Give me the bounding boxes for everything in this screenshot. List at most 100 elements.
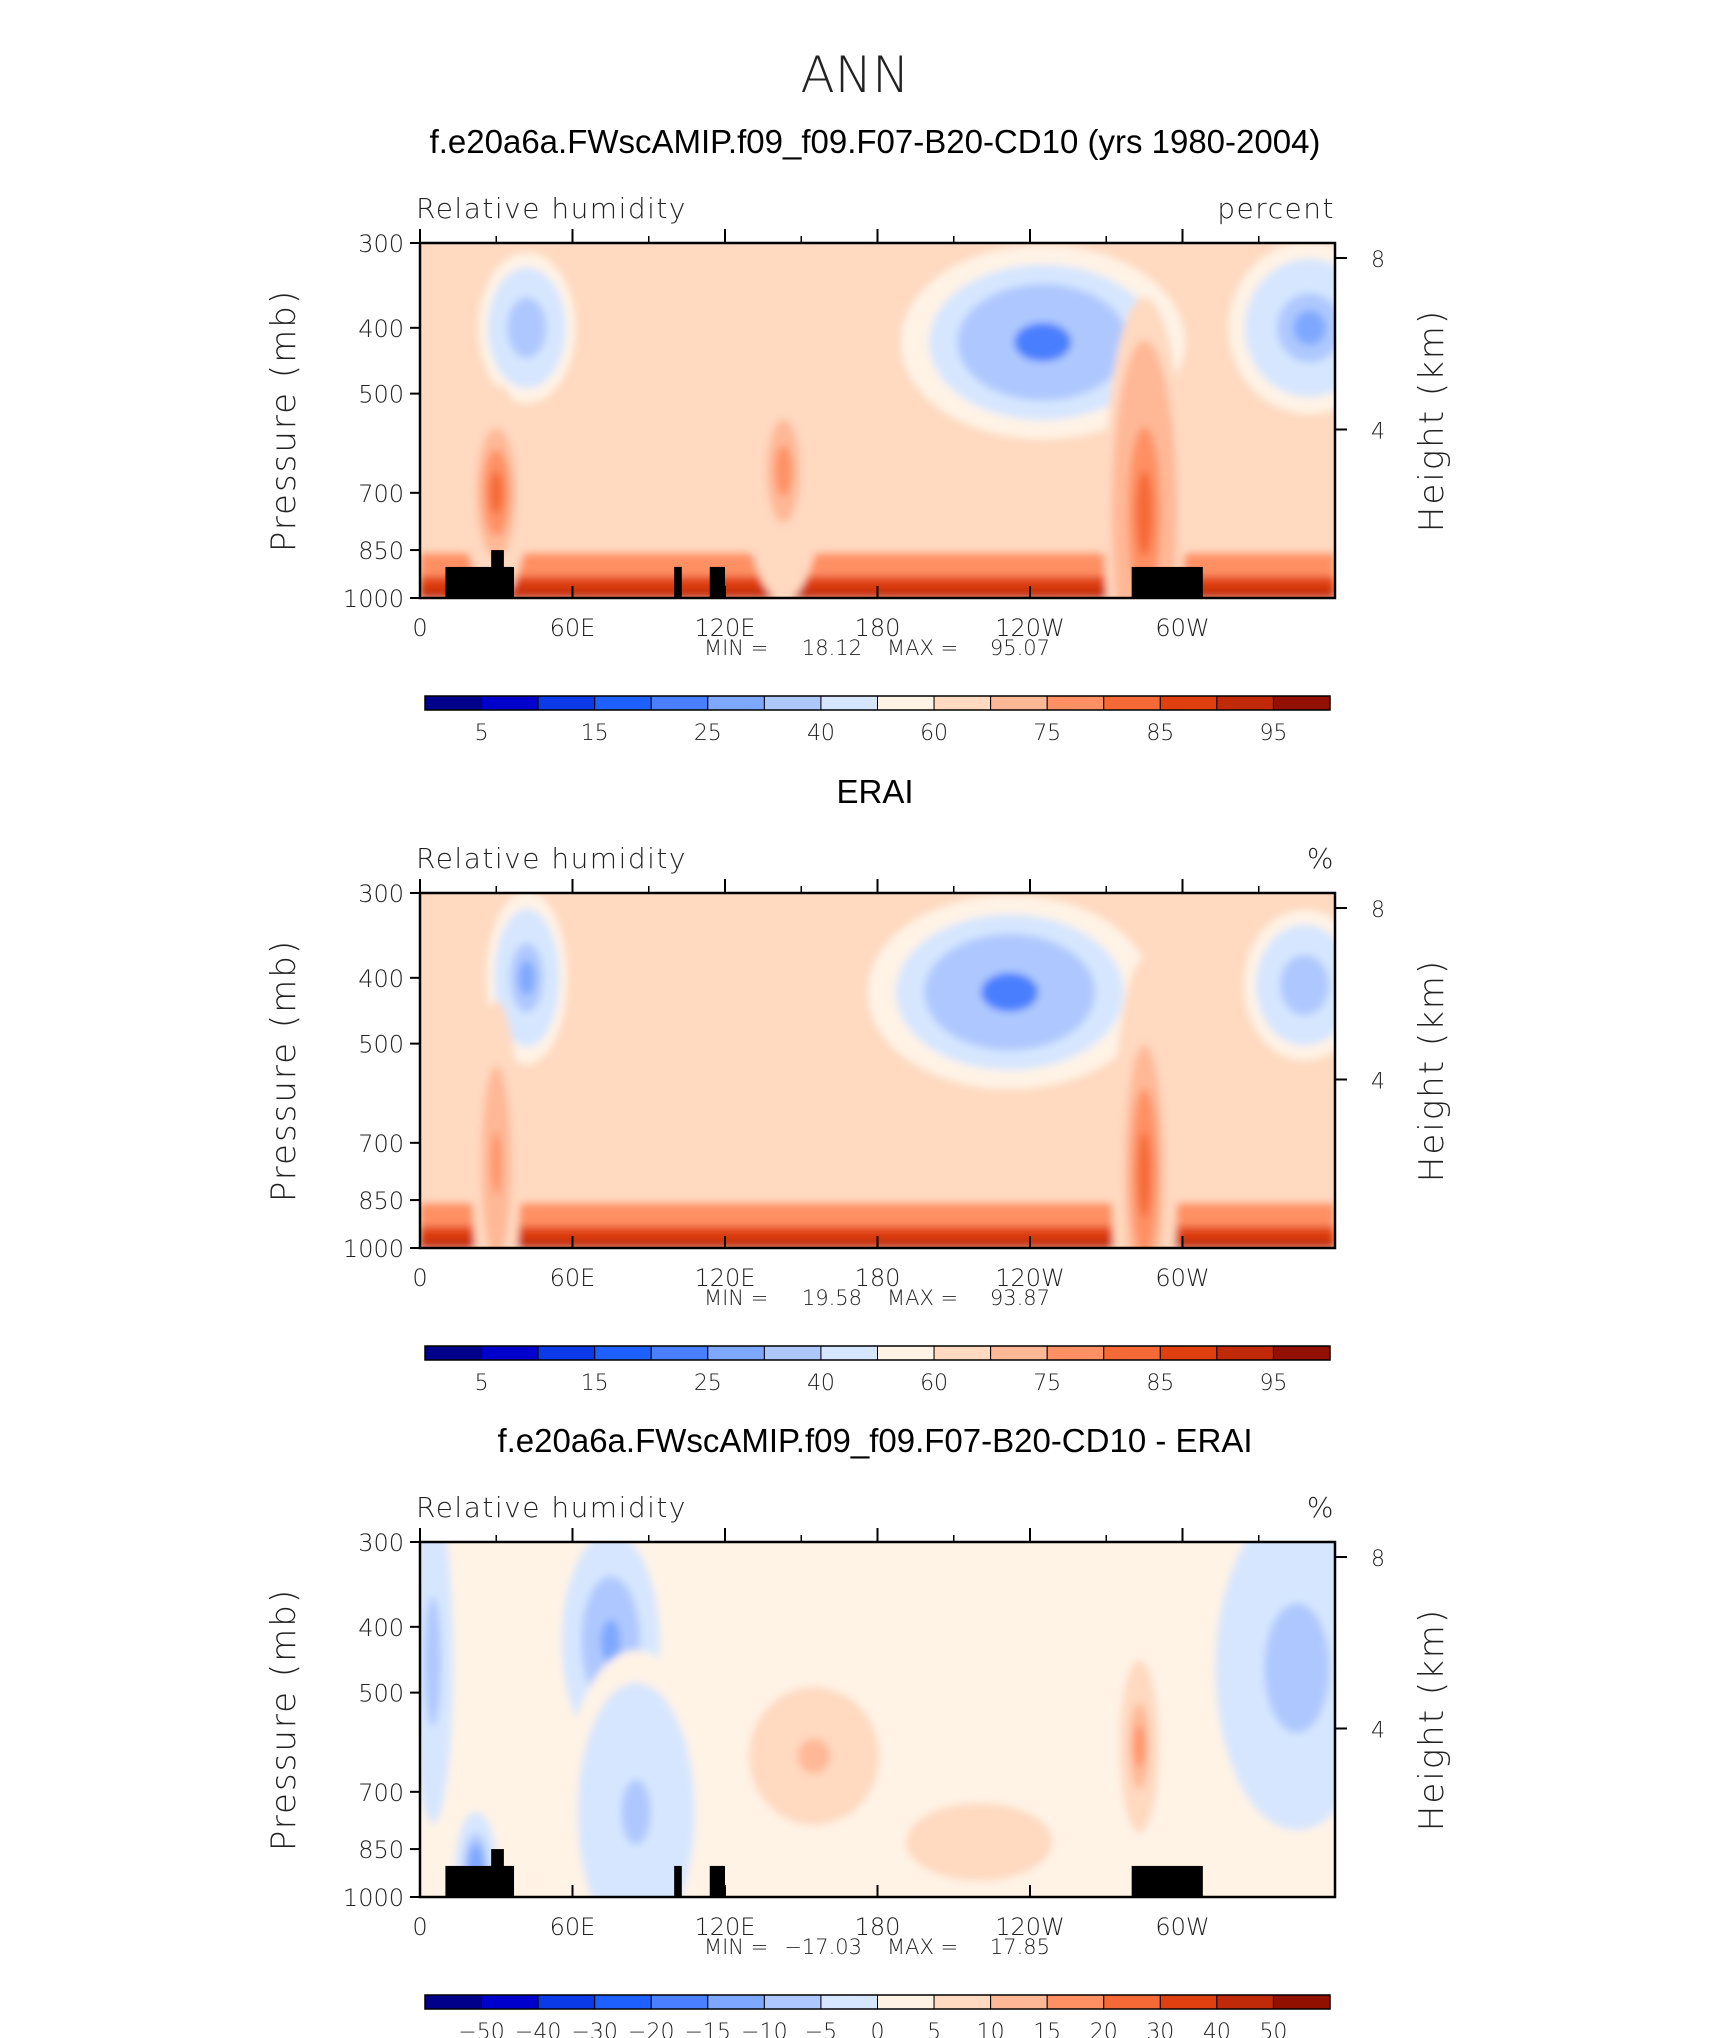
x-tick-label: 180: [855, 1913, 901, 1941]
contour-region: [516, 312, 537, 343]
units-label: %: [1307, 842, 1335, 875]
contour-region: [775, 445, 792, 497]
colorbar-swatch: [820, 1994, 878, 2010]
colorbar-swatch: [990, 1994, 1048, 2010]
colorbar-swatch: [877, 1994, 935, 2010]
topography-mask: [1131, 1865, 1203, 1897]
y2-tick-label: 4: [1371, 1719, 1385, 1744]
colorbar-swatch: [933, 1994, 992, 2010]
y-tick-label: 300: [358, 1529, 404, 1557]
colorbar-swatch: [877, 1345, 935, 1361]
y-tick-label: 400: [358, 1614, 404, 1642]
colorbar-swatch: [763, 1345, 822, 1361]
colorbar-swatch: [1159, 1345, 1218, 1361]
colorbar-swatch: [990, 695, 1048, 711]
colorbar-label: −40: [515, 2020, 561, 2038]
colorbar-swatch: [707, 1994, 765, 2010]
y-axis-title: Pressure (mb): [264, 289, 304, 552]
colorbar-swatch: [990, 1345, 1048, 1361]
y2-axis-title: Height (km): [1412, 959, 1452, 1182]
colorbar-label: 15: [1033, 2020, 1061, 2038]
x-tick-label: 0: [412, 614, 427, 642]
colorbar-label: −10: [741, 2020, 787, 2038]
x-tick-label: 0: [412, 1264, 427, 1292]
x-tick-label: 120E: [695, 614, 756, 642]
colorbar-label: 25: [694, 1371, 722, 1396]
topography-mask: [491, 550, 504, 598]
y-tick-label: 700: [358, 480, 404, 508]
stat-max-value: 95.07: [990, 636, 1050, 660]
variable-label: Relative humidity: [416, 192, 687, 225]
colorbar-label: 60: [920, 721, 948, 746]
x-tick-label: 120W: [995, 614, 1065, 642]
topography-mask: [709, 1865, 725, 1897]
y-tick-label: 1000: [343, 1235, 404, 1263]
x-tick-label: 60W: [1155, 1913, 1209, 1941]
units-label: %: [1307, 1491, 1335, 1524]
y2-tick-label: 4: [1371, 420, 1385, 445]
panel-title: ERAI: [836, 773, 913, 810]
colorbar-swatch: [650, 1345, 709, 1361]
y-tick-label: 700: [358, 1779, 404, 1807]
colorbar-label: −50: [458, 2020, 504, 2038]
colorbar-swatch: [707, 695, 765, 711]
colorbar-swatch: [594, 1994, 652, 2010]
stat-max-label: MAX =: [887, 1935, 958, 1959]
colorbar-swatch: [537, 1345, 596, 1361]
colorbar-swatch: [1159, 1994, 1218, 2010]
y-tick-label: 1000: [343, 1884, 404, 1912]
colorbar-label: 75: [1033, 1371, 1061, 1396]
panel-1: f.e20a6a.FWscAMIP.f09_f09.F07-B20-CD10 (…: [264, 123, 1452, 746]
y-tick-label: 400: [358, 315, 404, 343]
stat-max-value: 93.87: [990, 1286, 1050, 1310]
colorbar-swatch: [594, 695, 652, 711]
contour-region: [518, 960, 535, 996]
x-tick-label: 60E: [550, 1264, 596, 1292]
stat-min-value: 18.12: [802, 636, 862, 660]
panel-title: f.e20a6a.FWscAMIP.f09_f09.F07-B20-CD10 (…: [430, 123, 1321, 160]
y-tick-label: 1000: [343, 585, 404, 613]
y2-tick-label: 8: [1371, 248, 1385, 273]
colorbar-swatch: [1046, 1994, 1105, 2010]
topography-mask: [491, 1849, 504, 1897]
x-tick-label: 60W: [1155, 614, 1209, 642]
colorbar-swatch: [1103, 1994, 1161, 2010]
colorbar-swatch: [481, 1345, 539, 1361]
variable-label: Relative humidity: [416, 1491, 687, 1524]
main-title: ANN: [800, 46, 909, 104]
colorbar-swatch: [763, 1994, 822, 2010]
y-tick-label: 850: [358, 1187, 404, 1215]
contour-region: [1293, 310, 1326, 346]
colorbar-label: 75: [1033, 721, 1061, 746]
y-tick-label: 700: [358, 1130, 404, 1158]
colorbar-swatch: [820, 1345, 878, 1361]
contour-region: [981, 972, 1039, 1012]
colorbar-swatch: [1103, 1345, 1161, 1361]
x-tick-label: 60E: [550, 1913, 596, 1941]
colorbar-swatch: [424, 1345, 483, 1361]
colorbar-label: 50: [1259, 2020, 1287, 2038]
variable-label: Relative humidity: [416, 842, 687, 875]
contour-region: [1136, 469, 1153, 557]
stat-min-value: 19.58: [802, 1286, 862, 1310]
units-label: percent: [1217, 192, 1335, 225]
y2-axis-title: Height (km): [1412, 1608, 1452, 1831]
contour-field: [420, 1542, 1335, 1897]
colorbar-label: 40: [807, 1371, 835, 1396]
colorbar-label: −5: [805, 2020, 837, 2038]
colorbar-swatch: [594, 1345, 652, 1361]
colorbar-label: −30: [571, 2020, 617, 2038]
colorbar-swatch: [877, 695, 935, 711]
contour-region: [489, 471, 503, 515]
colorbar-swatch: [933, 1345, 992, 1361]
contour-region: [621, 1779, 651, 1845]
panel-title: f.e20a6a.FWscAMIP.f09_f09.F07-B20-CD10 -…: [497, 1422, 1252, 1459]
colorbar-swatch: [1216, 695, 1274, 711]
colorbar-label: −15: [685, 2020, 731, 2038]
colorbar-label: −20: [628, 2020, 674, 2038]
topography-mask: [674, 566, 682, 598]
stat-min-label: MIN =: [704, 636, 768, 660]
colorbar-label: 5: [927, 2020, 941, 2038]
y-axis-title: Pressure (mb): [264, 939, 304, 1202]
